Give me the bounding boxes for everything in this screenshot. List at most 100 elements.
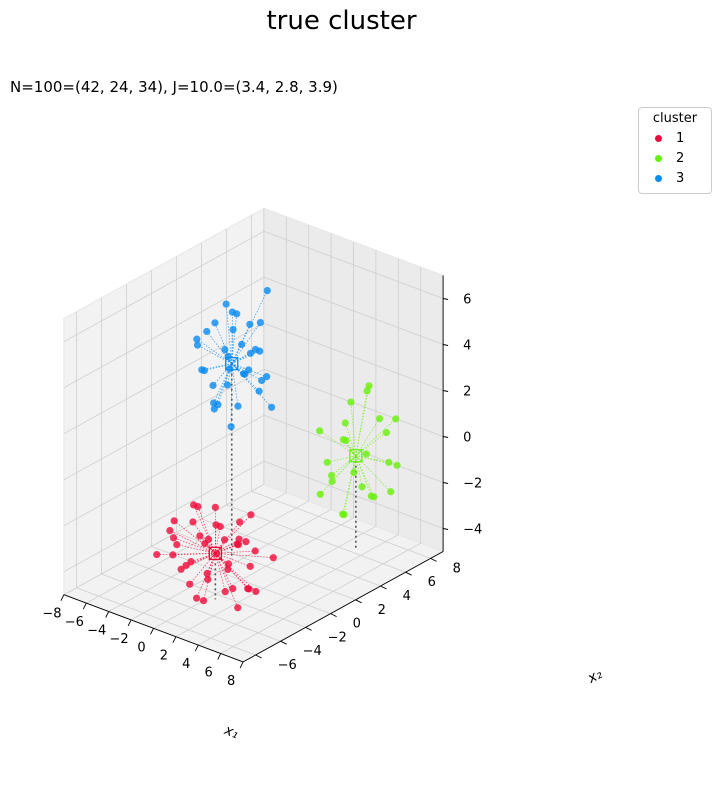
data-point-cluster-1 [189,518,197,526]
grid-line-x-floor [86,492,287,604]
z-tick-label: 6 [463,293,471,308]
data-point-cluster-3 [229,325,237,334]
y-tick-label: −2 [328,630,347,645]
centroid-link-2 [355,455,389,463]
centroid-link-2 [355,432,387,457]
centroid-cross-1 [209,547,222,560]
data-point-cluster-3 [227,423,235,431]
data-point-cluster-2 [362,450,370,458]
x-axis-title: x₁ [221,722,241,742]
chart-subtitle: N=100=(42, 24, 34), J=10.0=(3.4, 2.8, 3.… [10,78,338,96]
data-point-cluster-1 [190,501,198,509]
centroid-link-2 [343,455,357,515]
legend: cluster 1 2 3 [638,107,712,194]
centroid-link-1 [169,530,216,554]
data-point-cluster-3 [246,349,255,357]
z-tick [443,390,449,392]
z-tick-label: 4 [463,339,471,354]
y-tick [380,585,387,590]
data-point-cluster-1 [177,565,185,573]
legend-marker-2 [655,154,662,162]
z-tick [443,482,449,484]
legend-marker-1 [655,134,662,142]
centroid-link-2 [327,455,356,463]
grid-line-x-floor [63,483,265,596]
x-tick [82,602,87,610]
data-point-cluster-1 [169,551,177,559]
centroid-link-3 [231,329,234,364]
y-axis-title: x₂ [584,666,605,687]
centroid-link-1 [156,553,216,555]
data-point-cluster-1 [182,561,190,570]
grid-line-y-floor [226,504,406,573]
legend-item-2: 2 [645,148,705,168]
data-point-cluster-3 [203,327,211,336]
data-point-cluster-3 [238,340,246,349]
x-tick-label: 6 [205,666,213,681]
legend-item-3: 3 [645,168,705,188]
data-point-cluster-3 [221,346,229,354]
data-point-cluster-1 [173,541,181,549]
data-point-cluster-1 [224,565,232,574]
y-tick-label: −4 [303,644,322,659]
x-tick-label: 2 [160,649,168,664]
data-point-cluster-1 [246,562,254,570]
x-tick [105,611,110,618]
x-tick [194,644,199,652]
z-tick-label: 2 [463,385,471,400]
y-tick [355,599,362,604]
grid-line-y-floor [76,587,256,656]
grid-line-z-side [63,368,265,481]
data-point-cluster-1 [213,550,221,558]
y-tick-label: −6 [278,658,297,673]
grid-line-z-back [263,460,444,529]
data-point-cluster-3 [210,399,218,407]
data-point-cluster-1 [221,588,229,596]
data-point-cluster-1 [201,540,209,548]
data-point-cluster-2 [323,458,331,466]
z-tick [443,436,449,438]
data-point-cluster-2 [363,387,371,395]
x-tick [239,661,244,669]
x-tick-label: −2 [110,632,129,647]
data-point-cluster-3 [226,365,234,373]
centroid-link-1 [173,537,216,554]
data-point-cluster-1 [247,511,255,519]
centroid-link-3 [231,344,242,364]
z-tick-label: −4 [463,523,482,538]
y-tick [330,613,337,618]
data-point-cluster-2 [340,510,348,519]
y-tick-label: 8 [453,561,461,576]
x-tick-label: −8 [42,607,61,622]
centroid-link-3 [231,322,261,364]
centroid-link-1 [185,553,216,566]
data-point-cluster-1 [252,587,260,596]
data-point-cluster-3 [241,370,249,378]
y-tick [305,626,312,631]
grid-line-x-floor [198,534,399,646]
data-point-cluster-2 [342,436,350,445]
grid-line-z-back [263,230,444,299]
legend-label-3: 3 [676,170,685,186]
centroid-link-3 [231,312,233,364]
y-tick [255,654,262,659]
centroid-link-2 [355,455,392,492]
data-point-cluster-2 [387,488,395,496]
data-point-cluster-3 [268,403,276,411]
data-point-cluster-1 [221,536,229,544]
data-point-cluster-2 [385,458,393,466]
z-tick [443,528,449,530]
grid-line-y-floor [101,573,281,642]
x-tick-label: −6 [65,615,84,630]
data-point-cluster-3 [210,405,218,413]
legend-item-1: 1 [645,128,705,148]
data-point-cluster-2 [327,471,336,480]
y-tick [280,640,287,645]
data-point-cluster-1 [193,594,201,602]
grid-line-z-back [263,322,444,391]
data-point-cluster-2 [382,428,391,437]
y-tick-label: 6 [428,575,436,590]
data-point-cluster-1 [199,597,208,605]
data-point-cluster-2 [392,415,400,423]
